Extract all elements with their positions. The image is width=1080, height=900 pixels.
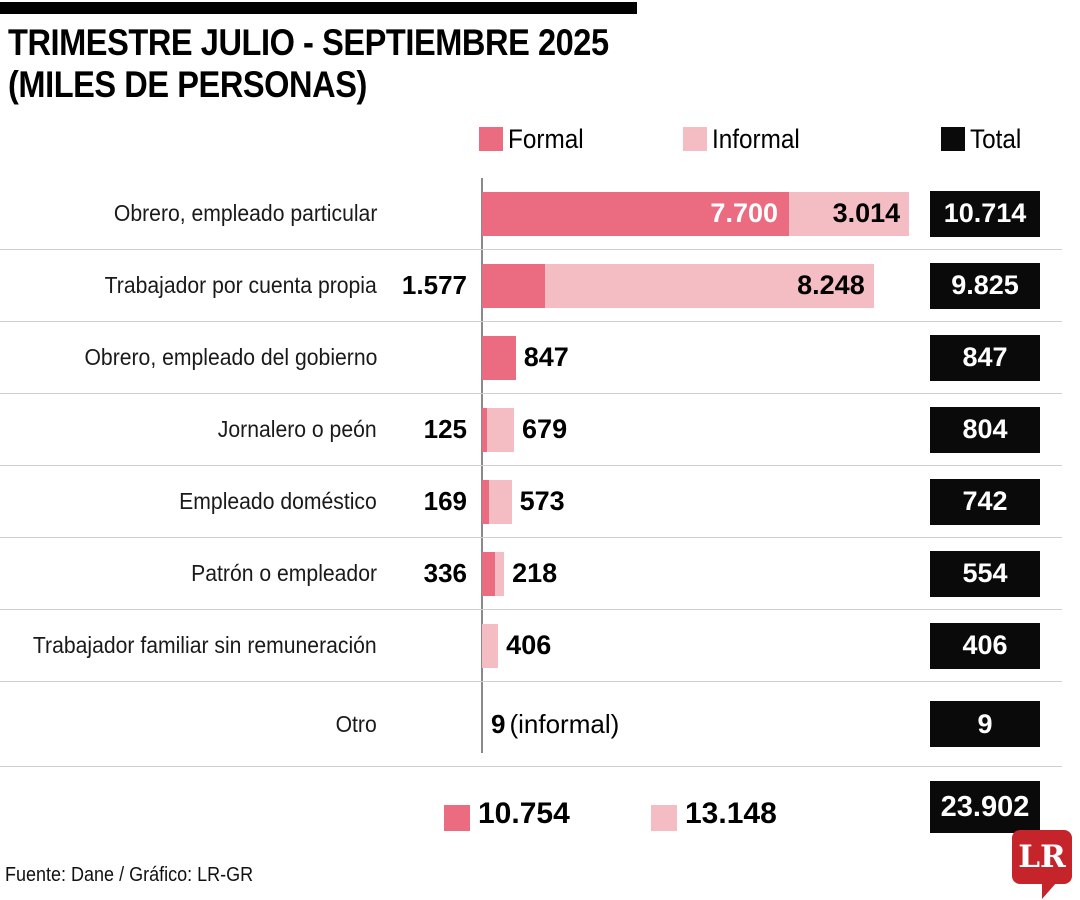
total-swatch-icon bbox=[941, 127, 965, 151]
formal-bar bbox=[482, 335, 516, 380]
grand-totals-row: 10.754 13.148 23.902 bbox=[0, 767, 1080, 862]
legend: Formal Informal Total bbox=[0, 122, 1080, 156]
legend-item-total: Total bbox=[941, 122, 1027, 156]
total-box: 406 bbox=[930, 622, 1040, 669]
informal-bar: 3.014 bbox=[789, 191, 910, 236]
informal-value-label: 573 bbox=[519, 486, 565, 516]
lr-logo: LR bbox=[1012, 830, 1072, 899]
formal-bar bbox=[482, 551, 496, 596]
category-label: Patrón o empleador bbox=[191, 560, 377, 586]
chart-row: Jornalero o peón 125 679 804 bbox=[0, 394, 1062, 466]
informal-value-label: 8.248 bbox=[797, 270, 865, 300]
category-label: Obrero, empleado particular bbox=[113, 200, 377, 226]
formal-swatch-icon bbox=[444, 805, 470, 831]
top-accent-bar bbox=[0, 2, 637, 14]
total-box: 9.825 bbox=[930, 262, 1040, 309]
lr-logo-tail bbox=[1042, 882, 1057, 899]
informal-swatch-icon bbox=[683, 127, 707, 151]
formal-bar bbox=[482, 263, 545, 308]
bar-group: 679 bbox=[482, 394, 1062, 465]
total-box: 554 bbox=[930, 550, 1040, 597]
formal-bar: 7.700 bbox=[482, 191, 789, 236]
chart-row: Obrero, empleado particular 7.700 3.014 10.… bbox=[0, 178, 1062, 250]
legend-label: Formal bbox=[508, 123, 584, 154]
bar-group: 7.700 3.014 bbox=[482, 178, 1062, 249]
bar-group: 9 (informal) bbox=[482, 682, 1062, 766]
total-box: 10.714 bbox=[930, 190, 1040, 237]
bar-chart: Obrero, empleado particular 7.700 3.014 10.… bbox=[0, 178, 1080, 767]
formal-value-label: 847 bbox=[523, 342, 569, 372]
total-box: 742 bbox=[930, 478, 1040, 525]
category-label: Trabajador por cuenta propia bbox=[104, 272, 377, 298]
lr-logo-bubble: LR bbox=[1012, 830, 1072, 884]
bar-group: 8.248 bbox=[482, 250, 1062, 321]
informal-value-label: 218 bbox=[512, 558, 558, 588]
lr-logo-text: LR bbox=[1018, 839, 1066, 875]
legend-label: Total bbox=[970, 123, 1022, 154]
informal-bar bbox=[482, 623, 499, 668]
formal-value-label: 1.577 bbox=[401, 270, 467, 300]
formal-bar bbox=[482, 479, 489, 524]
grand-total-informal: 13.148 bbox=[685, 797, 777, 830]
informal-value-label: 406 bbox=[506, 630, 552, 660]
title-line2: (MILES DE PERSONAS) bbox=[8, 64, 367, 106]
informal-bar bbox=[486, 407, 515, 452]
bar-group: 847 bbox=[482, 322, 1062, 393]
informal-bar bbox=[488, 479, 512, 524]
legend-label: Informal bbox=[712, 123, 800, 154]
formal-value-label: 169 bbox=[423, 486, 467, 516]
category-label: Trabajador familiar sin remuneración bbox=[33, 632, 377, 658]
chart-row: Empleado doméstico 169 573 742 bbox=[0, 466, 1062, 538]
grand-total-formal: 10.754 bbox=[478, 797, 570, 830]
chart-row: Patrón o empleador 336 218 554 bbox=[0, 538, 1062, 610]
page-title: TRIMESTRE JULIO - SEPTIEMBRE 2025 (MILES… bbox=[8, 22, 609, 106]
grand-total-box: 23.902 bbox=[930, 781, 1040, 833]
category-label: Otro bbox=[335, 710, 377, 737]
source-credit: Fuente: Dane / Gráfico: LR-GR bbox=[5, 864, 254, 886]
title-line1: TRIMESTRE JULIO - SEPTIEMBRE 2025 bbox=[8, 22, 609, 63]
informal-bar bbox=[495, 551, 505, 596]
chart-row: Trabajador por cuenta propia 1.577 8.248 9.… bbox=[0, 250, 1062, 322]
informal-note-label: 9 (informal) bbox=[491, 708, 620, 739]
informal-value-label: 3.014 bbox=[832, 198, 901, 228]
formal-swatch-icon bbox=[479, 127, 503, 151]
category-label: Jornalero o peón bbox=[218, 416, 377, 442]
formal-bar bbox=[482, 407, 487, 452]
chart-row: Otro 9 (informal) 9 bbox=[0, 682, 1062, 767]
formal-value-label: 125 bbox=[423, 414, 467, 444]
legend-item-formal: Formal bbox=[479, 122, 592, 156]
formal-value-label: 7.700 bbox=[710, 198, 778, 228]
total-box: 847 bbox=[930, 334, 1040, 381]
bar-group: 406 bbox=[482, 610, 1062, 681]
total-box: 804 bbox=[930, 406, 1040, 453]
total-box: 9 bbox=[930, 701, 1040, 747]
informal-value-label: 679 bbox=[522, 414, 568, 444]
category-label: Empleado doméstico bbox=[179, 488, 377, 514]
informal-swatch-icon bbox=[651, 805, 677, 831]
legend-item-informal: Informal bbox=[683, 122, 810, 156]
category-label: Obrero, empleado del gobierno bbox=[84, 344, 377, 370]
informal-bar: 8.248 bbox=[544, 263, 874, 308]
chart-row: Trabajador familiar sin remuneración 406 4… bbox=[0, 610, 1062, 682]
bar-group: 573 bbox=[482, 466, 1062, 537]
bar-group: 218 bbox=[482, 538, 1062, 609]
formal-value-label: 336 bbox=[423, 558, 467, 588]
chart-row: Obrero, empleado del gobierno 847 847 bbox=[0, 322, 1062, 394]
